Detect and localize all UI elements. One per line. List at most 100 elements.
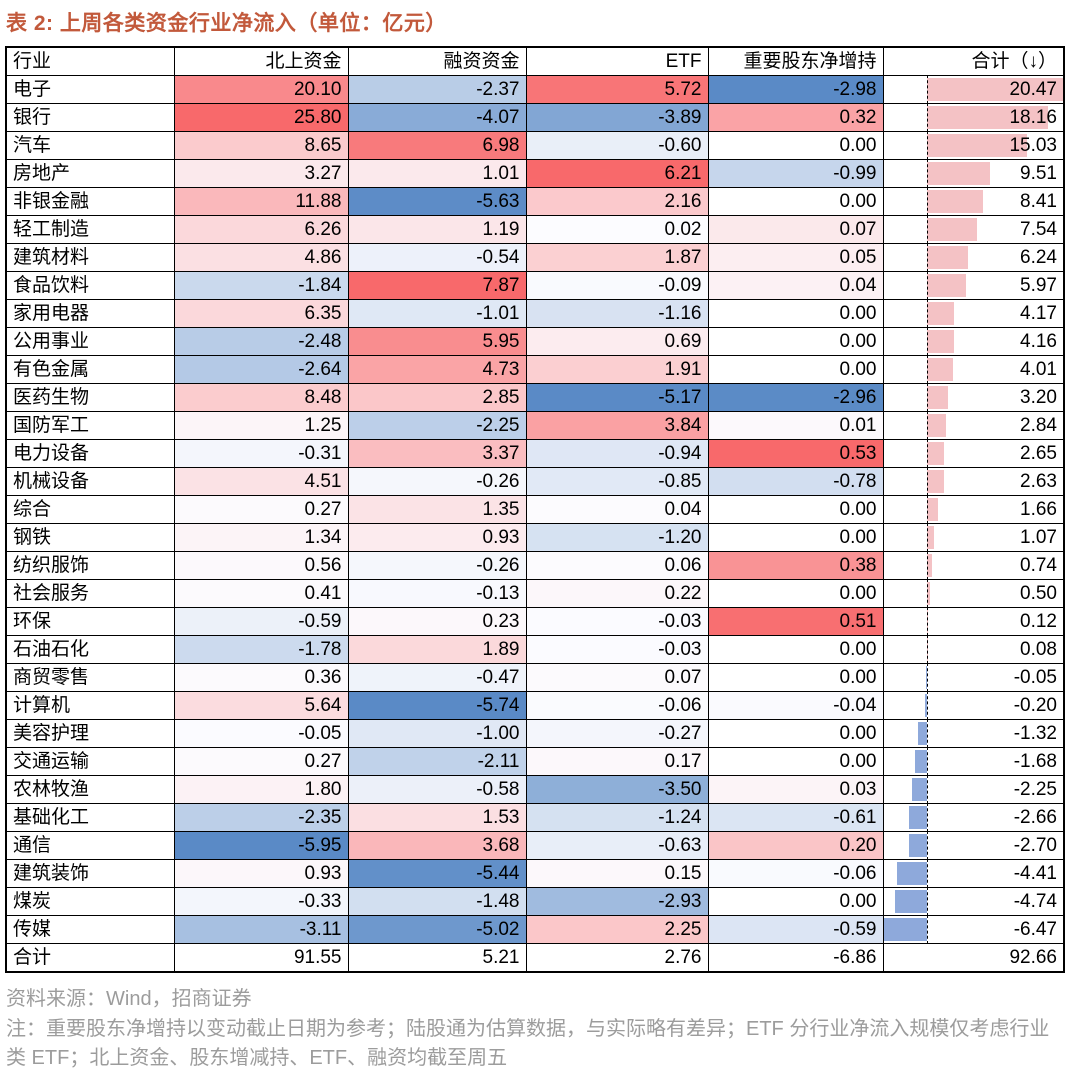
total-data-bar	[927, 330, 955, 353]
value-cell: 6.35	[174, 300, 348, 328]
value-cell: 1.89	[348, 636, 526, 664]
total-bar-cell: -0.05	[883, 664, 1064, 692]
value-cell: -0.99	[708, 160, 883, 188]
total-bar-cell: 15.03	[883, 132, 1064, 160]
total-bar-cell: 20.47	[883, 76, 1064, 104]
value-cell: 0.00	[708, 328, 883, 356]
industry-cell: 房地产	[6, 160, 174, 188]
value-cell: 0.93	[348, 524, 526, 552]
value-cell: 0.00	[708, 356, 883, 384]
value-cell: 0.05	[708, 244, 883, 272]
industry-cell: 环保	[6, 608, 174, 636]
value-cell: -5.95	[174, 832, 348, 860]
value-cell: 0.00	[708, 580, 883, 608]
total-data-bar	[927, 386, 948, 409]
industry-cell: 汽车	[6, 132, 174, 160]
industry-cell: 农林牧渔	[6, 776, 174, 804]
value-cell: -0.94	[526, 440, 708, 468]
industry-cell: 家用电器	[6, 300, 174, 328]
total-data-bar	[897, 862, 926, 885]
value-cell: 0.22	[526, 580, 708, 608]
industry-cell: 综合	[6, 496, 174, 524]
value-cell: 2.76	[526, 944, 708, 973]
value-cell: -1.20	[526, 524, 708, 552]
zero-axis-line	[927, 104, 928, 132]
total-data-bar	[918, 722, 927, 745]
industry-cell: 钢铁	[6, 524, 174, 552]
value-cell: 1.87	[526, 244, 708, 272]
value-cell: 0.00	[708, 636, 883, 664]
total-value: -1.68	[1014, 751, 1057, 772]
total-data-bar	[912, 778, 927, 801]
industry-cell: 纺织服饰	[6, 552, 174, 580]
total-value: -0.20	[1014, 695, 1057, 716]
industry-cell: 社会服务	[6, 580, 174, 608]
industry-cell: 合计	[6, 944, 174, 973]
total-data-bar	[927, 414, 946, 437]
value-cell: -3.11	[174, 916, 348, 944]
value-cell: -0.85	[526, 468, 708, 496]
industry-cell: 美容护理	[6, 720, 174, 748]
total-value: -2.25	[1014, 779, 1057, 800]
total-value: 1.66	[1020, 499, 1057, 520]
value-cell: 0.15	[526, 860, 708, 888]
column-header-1: 北上资金	[174, 47, 348, 76]
value-cell: -0.59	[174, 608, 348, 636]
zero-axis-line	[927, 776, 928, 804]
zero-axis-line	[927, 272, 928, 300]
total-value: 15.03	[1009, 135, 1057, 156]
value-cell: 1.53	[348, 804, 526, 832]
total-value: 0.74	[1020, 555, 1057, 576]
value-cell: -2.25	[348, 412, 526, 440]
total-data-bar	[927, 246, 969, 269]
source-note: 资料来源：Wind，招商证券	[6, 985, 1064, 1014]
value-cell: -1.48	[348, 888, 526, 916]
total-data-bar	[927, 358, 954, 381]
value-cell: 5.21	[348, 944, 526, 973]
total-value: 4.16	[1020, 331, 1057, 352]
value-cell: -0.78	[708, 468, 883, 496]
value-cell: 1.34	[174, 524, 348, 552]
value-cell: -5.74	[348, 692, 526, 720]
value-cell: 0.07	[708, 216, 883, 244]
value-cell: -0.13	[348, 580, 526, 608]
total-value: 3.20	[1020, 387, 1057, 408]
value-cell: -0.63	[526, 832, 708, 860]
total-value: 20.47	[1009, 79, 1057, 100]
value-cell: 0.27	[174, 496, 348, 524]
zero-axis-line	[927, 608, 928, 636]
value-cell: 4.86	[174, 244, 348, 272]
zero-axis-line	[927, 748, 928, 776]
zero-axis-line	[927, 160, 928, 188]
total-data-bar	[909, 834, 927, 857]
value-cell: 3.84	[526, 412, 708, 440]
total-bar-cell: 0.12	[883, 608, 1064, 636]
total-value: 9.51	[1020, 163, 1057, 184]
value-cell: -3.89	[526, 104, 708, 132]
industry-cell: 商贸零售	[6, 664, 174, 692]
total-bar-cell: 5.97	[883, 272, 1064, 300]
value-cell: -1.84	[174, 272, 348, 300]
value-cell: -0.04	[708, 692, 883, 720]
total-data-bar	[927, 302, 955, 325]
total-bar-cell: 8.41	[883, 188, 1064, 216]
total-bar-cell: -4.74	[883, 888, 1064, 916]
value-cell: 91.55	[174, 944, 348, 973]
industry-cell: 计算机	[6, 692, 174, 720]
value-cell: -0.06	[708, 860, 883, 888]
total-value: 7.54	[1020, 219, 1057, 240]
value-cell: 4.51	[174, 468, 348, 496]
total-data-bar	[927, 470, 945, 493]
value-cell: -2.98	[708, 76, 883, 104]
total-value: 0.08	[1020, 639, 1057, 660]
zero-axis-line	[927, 412, 928, 440]
value-cell: 0.41	[174, 580, 348, 608]
